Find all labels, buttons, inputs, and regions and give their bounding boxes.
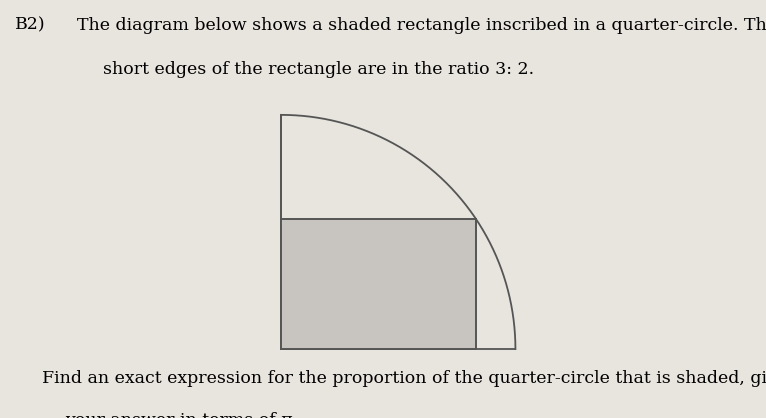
- Text: B2): B2): [15, 17, 46, 34]
- Text: The diagram below shows a shaded rectangle inscribed in a quarter-circle. The lo: The diagram below shows a shaded rectang…: [77, 17, 766, 34]
- Text: Find an exact expression for the proportion of the quarter-circle that is shaded: Find an exact expression for the proport…: [42, 370, 766, 387]
- Text: short edges of the rectangle are in the ratio 3: 2.: short edges of the rectangle are in the …: [103, 61, 535, 78]
- Text: your answer in terms of π.: your answer in terms of π.: [65, 412, 299, 418]
- Bar: [281, 219, 476, 349]
